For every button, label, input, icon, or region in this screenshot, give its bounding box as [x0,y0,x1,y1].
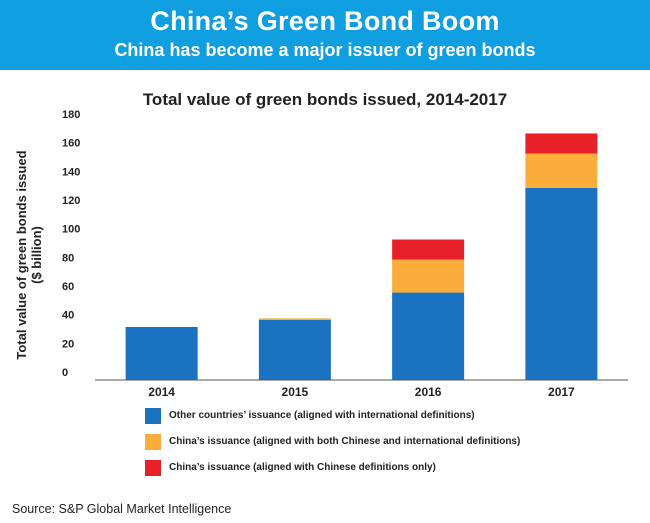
bar-2015-series-0 [258,319,331,380]
legend-label-china-both: China’s issuance (aligned with both Chin… [169,436,521,447]
bar-2017-series-0 [525,187,598,380]
bar-chart: 0 20 40 60 80 100 120 140 160 180 Total value of g… [14,109,628,399]
legend-label-china-only: China’s issuance (aligned with Chinese d… [169,462,436,473]
legend-swatch-china-only [145,460,161,476]
y-axis-label: Total value of green bonds issued($ bill… [14,150,44,359]
source-note: Source: S&P Global Market Intelligence [12,502,232,516]
y-tick-label: 40 [62,310,74,322]
bar-2016-series-0 [392,292,465,380]
y-tick-label: 140 [62,166,80,178]
header-banner: China’s Green Bond Boom China has become… [0,0,650,70]
bar-2017-series-2 [525,133,598,154]
bar-2015-series-1 [258,318,331,320]
legend-swatch-other [145,408,161,424]
legend-label-other: Other countries’ issuance (aligned with … [169,410,475,421]
y-tick-label: 120 [62,195,80,207]
x-tick-label: 2017 [548,385,575,399]
y-tick-label: 20 [62,338,74,350]
y-tick-label: 0 [62,367,68,379]
y-tick-label: 60 [62,281,74,293]
x-tick-label: 2016 [415,385,442,399]
y-tick-label: 180 [62,109,80,121]
y-tick-label: 160 [62,138,80,150]
page-subtitle: China has become a major issuer of green… [114,40,536,60]
bar-2014-series-0 [125,326,198,380]
x-tick-label: 2015 [282,385,309,399]
y-tick-label: 100 [62,224,80,236]
bar-2016-series-1 [392,259,465,293]
legend-swatch-china-both [145,434,161,450]
x-tick-label: 2014 [148,385,175,399]
page-title: China’s Green Bond Boom [150,6,500,36]
bar-2016-series-2 [392,239,465,260]
y-tick-label: 80 [62,252,74,264]
chart-title: Total value of green bonds issued, 2014-… [142,90,508,109]
bar-2017-series-1 [525,153,598,188]
